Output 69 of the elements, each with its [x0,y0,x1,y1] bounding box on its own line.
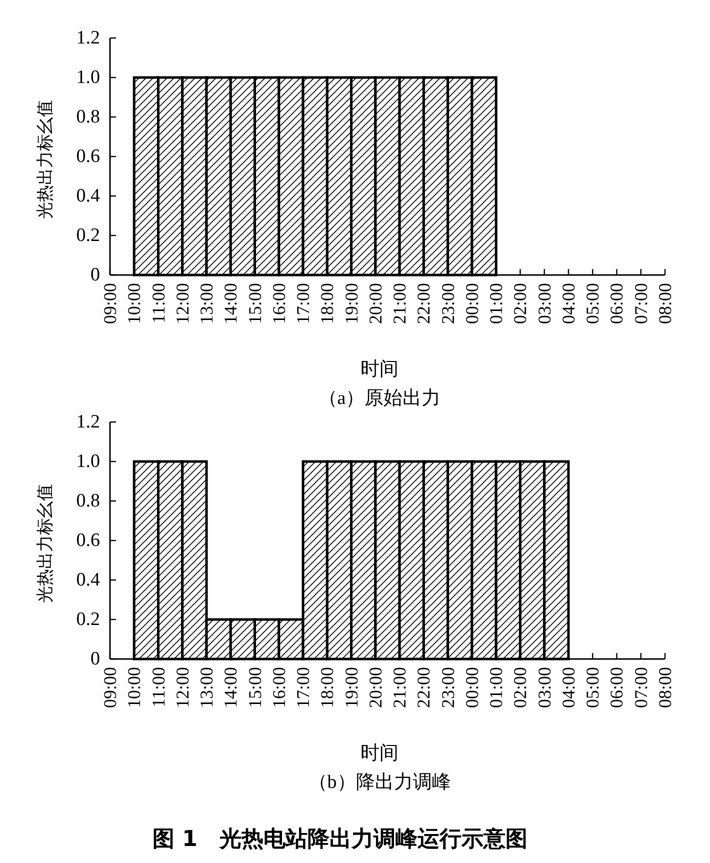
y-tick-label: 0.2 [76,609,100,630]
x-tick-label: 01:00 [486,283,506,324]
x-tick-label: 03:00 [534,667,554,708]
x-axis-title: 时间 [360,743,398,764]
x-tick-label: 06:00 [606,283,627,324]
y-tick-label: 1.2 [76,412,100,432]
x-tick-label: 14:00 [220,283,241,324]
x-axis-title: 时间 [360,359,398,380]
y-tick-label: 0.4 [76,570,100,590]
y-tick-label: 0.4 [76,186,100,206]
y-tick-label: 0.2 [76,225,100,246]
x-tick-label: 08:00 [655,667,675,708]
x-tick-label: 14:00 [220,667,241,708]
text: （b）降出力调峰 [308,772,451,793]
x-tick-label: 21:00 [390,283,410,324]
x-tick-label: 02:00 [510,283,530,324]
x-tick-label: 04:00 [558,667,578,708]
x-tick-label: 23:00 [438,283,458,324]
y-tick-label: 0.8 [76,490,100,512]
y-tick-label: 0.6 [76,530,100,551]
x-tick-label: 17:00 [293,283,314,324]
x-tick-label: 18:00 [317,283,338,324]
y-tick-label: 0 [90,648,100,670]
x-tick-label: 00:00 [462,283,482,324]
x-tick-label: 17:00 [293,667,314,708]
y-tick-label: 1.0 [76,67,100,88]
x-tick-label: 06:00 [606,667,627,708]
x-tick-label: 20:00 [365,667,386,708]
x-tick-label: 09:00 [100,283,120,324]
x-tick-label: 12:00 [172,667,192,708]
x-tick-label: 16:00 [268,667,289,708]
x-tick-label: 08:00 [655,283,675,324]
x-tick-label: 23:00 [438,667,458,708]
x-tick-label: 16:00 [268,283,289,324]
x-tick-label: 13:00 [196,667,217,708]
x-tick-label: 20:00 [365,283,386,324]
x-tick-label: 10:00 [124,667,144,708]
x-tick-label: 07:00 [630,667,651,708]
x-tick-label: 02:00 [510,667,530,708]
x-tick-label: 19:00 [341,667,362,708]
x-tick-label: 05:00 [582,283,603,324]
x-tick-label: 22:00 [414,667,434,708]
x-tick-label: 00:00 [462,667,482,708]
x-tick-label: 10:00 [124,283,144,324]
text: （a）原始出力 [318,388,441,409]
x-tick-label: 01:00 [486,667,506,708]
y-tick-label: 0 [90,264,100,286]
x-tick-label: 07:00 [630,283,651,324]
x-tick-label: 21:00 [390,667,410,708]
y-tick-label: 0.8 [76,106,100,128]
x-tick-label: 15:00 [244,667,265,708]
caption: 图 1 光热电站降出力调峰运行示意图 [152,827,528,852]
x-tick-label: 03:00 [534,283,554,324]
y-axis-title: 光热出力标幺值 [36,100,54,219]
x-tick-label: 09:00 [100,667,120,708]
x-tick-label: 19:00 [341,283,362,324]
y-tick-label: 1.0 [76,451,100,472]
y-tick-label: 0.6 [76,146,100,167]
x-tick-label: 13:00 [196,283,217,324]
y-axis-title: 光热出力标幺值 [36,484,54,603]
x-tick-label: 11:00 [148,283,168,324]
y-tick-label: 1.2 [76,28,100,48]
x-tick-label: 11:00 [148,667,168,708]
x-tick-label: 05:00 [582,667,603,708]
x-tick-label: 15:00 [244,283,265,324]
x-tick-label: 12:00 [172,283,192,324]
x-tick-label: 22:00 [414,283,434,324]
x-tick-label: 04:00 [558,283,578,324]
x-tick-label: 18:00 [317,667,338,708]
